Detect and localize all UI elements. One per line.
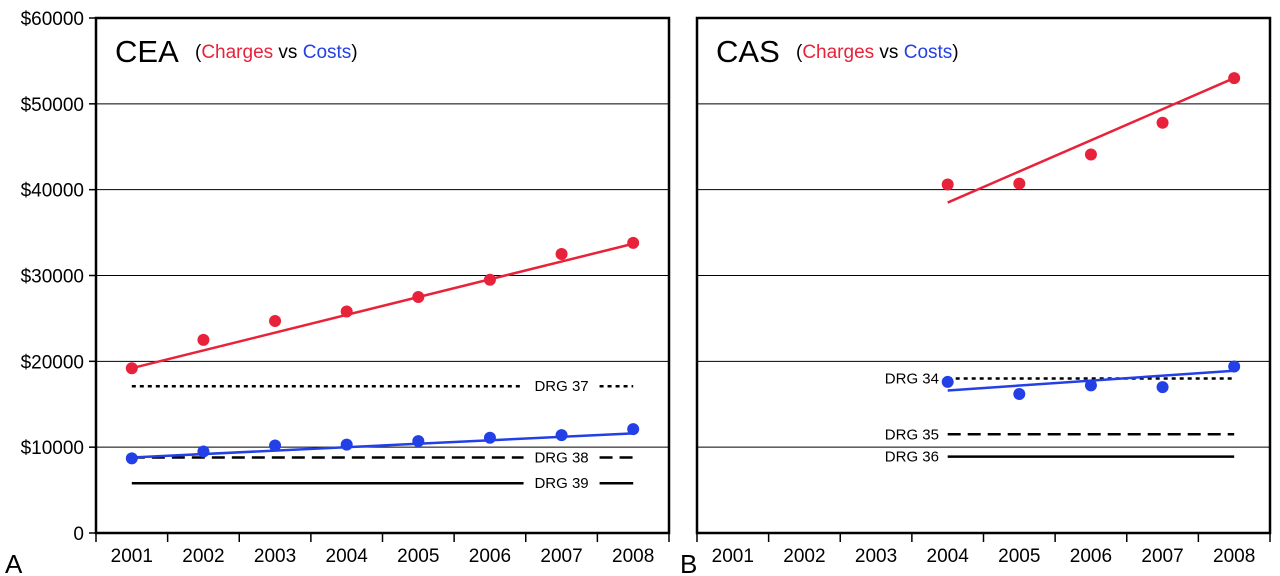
point-costs (125, 452, 138, 465)
trend-line-charges (947, 76, 1235, 204)
panel-A: 2001 2002 2003 2004 2005 2006 2007 2008 0 $10000 $… (5, 9, 671, 576)
reference-line-label: DRG 38 (534, 449, 588, 466)
point-costs (1013, 387, 1026, 400)
x-tick-label: 2007 (1141, 546, 1183, 567)
x-tick-label: 2006 (1070, 546, 1112, 567)
y-tick-label: $30000 (21, 267, 84, 288)
point-charges (941, 178, 954, 191)
y-tick-label: $40000 (21, 181, 84, 202)
subtitle-close: ) (351, 42, 357, 63)
point-costs (627, 423, 640, 436)
point-charges (269, 314, 282, 327)
x-tick-label: 2003 (855, 546, 897, 567)
x-tick-label: 2001 (712, 546, 754, 567)
subtitle-close: ) (952, 42, 958, 63)
reference-line-label: DRG 34 (885, 371, 939, 388)
reference-line-label: DRG 37 (534, 378, 588, 395)
point-charges (483, 273, 496, 286)
point-charges (412, 290, 425, 303)
x-tick-label: 2008 (1213, 546, 1255, 567)
point-costs (340, 438, 353, 451)
y-tick-label: $50000 (21, 95, 84, 116)
point-charges (340, 305, 353, 318)
y-tick-label: 0 (73, 524, 84, 545)
subtitle-open: ( (796, 42, 803, 63)
x-tick-label: 2008 (612, 546, 654, 567)
point-charges (627, 236, 640, 249)
chart-title: CAS (716, 34, 780, 69)
trend-line-charges (131, 242, 634, 370)
x-tick-label: 2004 (927, 546, 970, 567)
y-tick-label: $10000 (21, 438, 84, 459)
point-costs (483, 431, 496, 444)
point-costs (555, 429, 568, 442)
point-charges (1013, 177, 1026, 190)
chart-subtitle: (Charges vs Costs) (195, 42, 358, 63)
point-charges (125, 362, 138, 375)
x-tick-label: 2004 (326, 546, 369, 567)
panel-label: A (5, 549, 23, 576)
reference-line-label: DRG 36 (885, 449, 939, 466)
x-tick-label: 2001 (111, 546, 153, 567)
x-tick-label: 2006 (469, 546, 511, 567)
point-costs (941, 375, 954, 388)
point-costs (1156, 381, 1169, 394)
point-costs (412, 435, 425, 448)
point-costs (1228, 360, 1241, 373)
x-tick-label: 2007 (540, 546, 582, 567)
subtitle-costs: Costs (904, 42, 953, 63)
y-tick-label: $60000 (21, 9, 84, 30)
panel-B: 2001 2002 2003 2004 2005 2006 2007 2008 CAS (Char… (680, 16, 1272, 576)
point-costs (197, 445, 210, 458)
point-charges (1156, 116, 1169, 129)
point-charges (197, 333, 210, 346)
point-charges (1084, 148, 1097, 161)
subtitle-vs: vs (273, 42, 303, 63)
panel-label: B (680, 549, 697, 576)
reference-line-label: DRG 39 (534, 475, 588, 492)
x-tick-label: 2005 (397, 546, 439, 567)
subtitle-charges: Charges (201, 42, 273, 63)
point-charges (1228, 72, 1241, 85)
reference-line-label: DRG 35 (885, 426, 939, 443)
subtitle-vs: vs (874, 42, 904, 63)
x-tick-label: 2005 (998, 546, 1040, 567)
point-costs (1084, 379, 1097, 392)
trend-line-costs (131, 432, 634, 459)
x-tick-label: 2003 (254, 546, 296, 567)
x-tick-label: 2002 (783, 546, 825, 567)
chart-subtitle: (Charges vs Costs) (796, 42, 959, 63)
subtitle-charges: Charges (802, 42, 874, 63)
x-tick-label: 2002 (182, 546, 224, 567)
y-tick-label: $20000 (21, 352, 84, 373)
subtitle-open: ( (195, 42, 202, 63)
point-charges (555, 248, 568, 261)
chart-title: CEA (115, 34, 179, 69)
point-costs (269, 439, 282, 452)
subtitle-costs: Costs (303, 42, 352, 63)
